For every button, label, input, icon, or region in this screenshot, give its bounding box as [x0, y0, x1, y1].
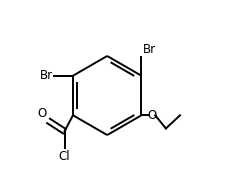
Text: O: O: [147, 109, 156, 122]
Text: O: O: [37, 107, 47, 120]
Text: Cl: Cl: [59, 150, 70, 163]
Text: Br: Br: [143, 43, 156, 56]
Text: Br: Br: [40, 69, 53, 82]
